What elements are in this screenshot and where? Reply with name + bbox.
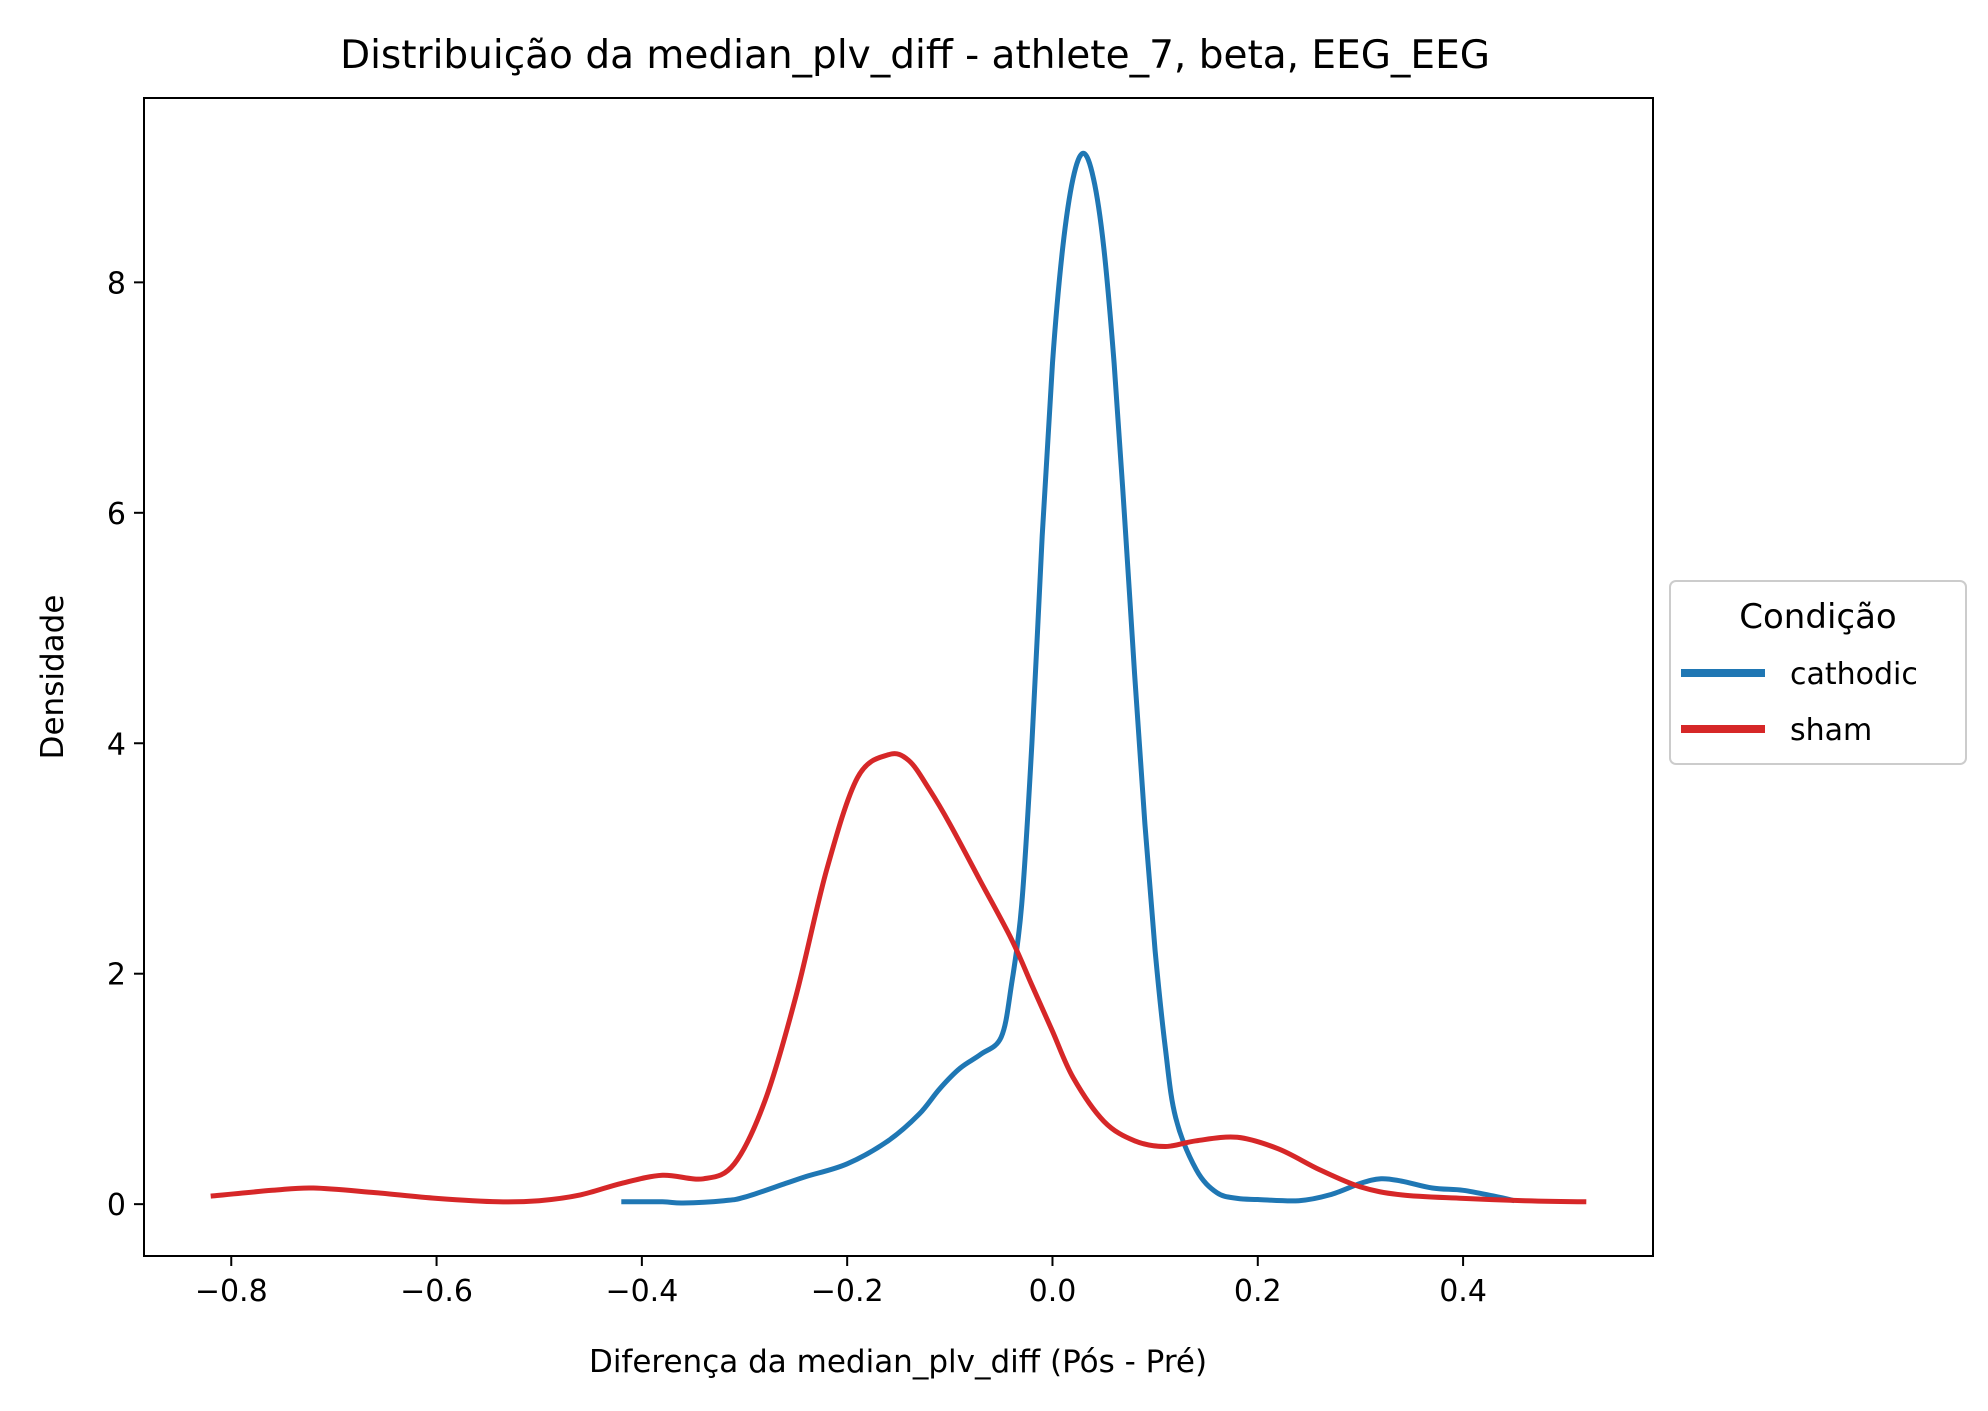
y-tick-label: 4 (107, 727, 126, 762)
x-axis: −0.8 −0.6 −0.4 −0.2 0.0 0.2 0.4 (195, 1256, 1487, 1309)
x-tick-label: −0.2 (811, 1274, 884, 1309)
legend-label-cathodic: cathodic (1790, 657, 1918, 692)
y-tick-label: 0 (107, 1188, 126, 1223)
y-tick-label: 2 (107, 958, 126, 993)
x-tick-label: 0.2 (1234, 1274, 1282, 1309)
x-axis-label: Diferença da median_plv_diff (Pós - Pré) (589, 1344, 1207, 1380)
y-axis-label: Densidade (35, 595, 71, 760)
x-tick-label: −0.8 (195, 1274, 268, 1309)
legend-box (1669, 580, 1967, 765)
y-axis: 0 2 4 6 8 (107, 266, 144, 1223)
legend-label-sham: sham (1790, 713, 1872, 748)
legend: Condição cathodic sham (1669, 580, 1967, 765)
plot-frame (143, 97, 1654, 1257)
series-line-cathodic (621, 150, 1515, 1206)
legend-title: Condição (1739, 597, 1896, 637)
y-tick-label: 8 (107, 266, 126, 301)
y-tick-label: 6 (107, 497, 126, 532)
x-tick-label: −0.6 (400, 1274, 473, 1309)
chart-title: Distribuição da median_plv_diff - athlet… (340, 33, 1490, 78)
series-line-sham (210, 751, 1587, 1205)
x-tick-label: 0.0 (1029, 1274, 1077, 1309)
x-tick-label: −0.4 (605, 1274, 678, 1309)
x-tick-label: 0.4 (1439, 1274, 1487, 1309)
